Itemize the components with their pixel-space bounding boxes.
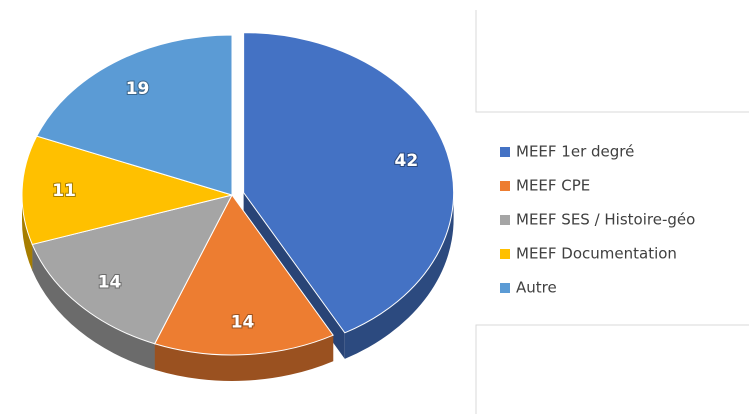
data-label: 11 bbox=[52, 181, 76, 201]
slice bbox=[36, 34, 233, 196]
slice-side bbox=[32, 244, 155, 370]
legend-swatch bbox=[500, 283, 510, 293]
slice bbox=[21, 135, 234, 246]
slice bbox=[243, 32, 455, 334]
legend-label: MEEF CPE bbox=[516, 177, 590, 195]
legend: MEEF 1er degré MEEF CPE MEEF SES / Histoir… bbox=[500, 143, 695, 297]
legend-label: MEEF Documentation bbox=[516, 245, 677, 263]
legend-label: MEEF SES / Histoire-géo bbox=[516, 211, 695, 229]
legend-swatch bbox=[500, 147, 510, 157]
legend-label: MEEF 1er degré bbox=[516, 143, 634, 161]
legend-label: Autre bbox=[516, 279, 557, 297]
data-label: 19 bbox=[126, 79, 150, 99]
frame-top bbox=[475, 10, 749, 113]
slice-side bbox=[22, 195, 33, 271]
pie: 42 14 14 11 19 bbox=[21, 32, 455, 382]
data-label: 42 bbox=[395, 151, 419, 171]
legend-swatch bbox=[500, 249, 510, 259]
slice-side bbox=[154, 335, 334, 382]
slice-side bbox=[344, 192, 454, 359]
legend-swatch bbox=[500, 215, 510, 225]
frame-bottom bbox=[475, 324, 749, 414]
slice bbox=[153, 194, 334, 356]
data-label: 14 bbox=[231, 313, 255, 333]
data-label: 14 bbox=[98, 273, 122, 293]
legend-swatch bbox=[500, 181, 510, 191]
